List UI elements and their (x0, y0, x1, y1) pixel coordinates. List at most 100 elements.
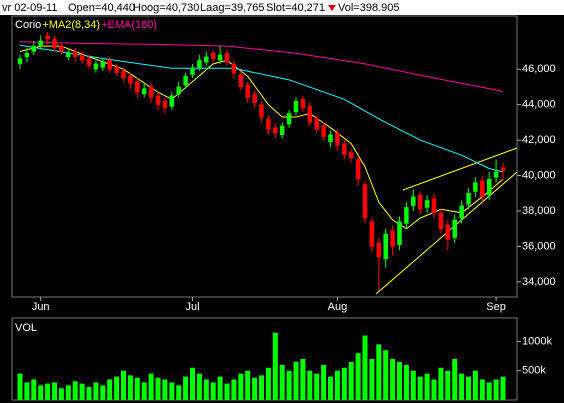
volume-bar (121, 370, 126, 400)
candle-body (252, 93, 257, 104)
x-tick-label: Jul (185, 301, 199, 313)
volume-bar (369, 359, 375, 400)
volume-bar (252, 377, 258, 400)
candle-body (79, 54, 85, 61)
candle-body (66, 52, 71, 58)
volume-bar (155, 377, 161, 400)
volume-bar (334, 370, 340, 400)
candle-body (321, 125, 326, 137)
candle-body (397, 221, 402, 245)
header-high: Hoog=40,730 (133, 2, 199, 14)
volume-bar (245, 370, 251, 400)
candle-body (286, 113, 292, 125)
candle-body (204, 56, 209, 63)
volume-bar (286, 370, 292, 400)
volume-bar (17, 373, 23, 400)
candle-body (486, 178, 492, 196)
y-tick-label: 1000k (522, 335, 552, 347)
candle-body (72, 51, 78, 58)
candle-body (128, 76, 133, 84)
candle-body (404, 207, 409, 224)
legend-entry: +EMA(180) (101, 19, 157, 31)
candle-body (493, 171, 499, 178)
volume-bar (279, 364, 285, 400)
volume-bar (417, 376, 423, 400)
volume-bar (265, 367, 271, 400)
volume-bar (390, 359, 396, 400)
candle-body (135, 81, 140, 93)
volume-bar (196, 373, 202, 400)
trendline (402, 147, 518, 191)
volume-bar (224, 383, 230, 400)
candle-body (431, 198, 437, 214)
volume-bar (355, 353, 361, 400)
x-tick-label: Aug (328, 301, 348, 313)
volume-bar (376, 344, 382, 400)
candle-body (24, 52, 30, 58)
candle-body (45, 35, 50, 40)
volume-panel (11, 317, 518, 401)
candle-body (328, 134, 333, 143)
candle-body (141, 88, 147, 95)
volume-bar (169, 382, 175, 400)
volume-bar (190, 367, 195, 400)
candle-body (307, 106, 313, 123)
candle-body (342, 143, 347, 155)
x-tick-label: Sep (486, 301, 506, 313)
header-bar (0, 0, 564, 15)
volume-bar (459, 373, 465, 400)
volume-bar (72, 381, 78, 400)
indicator-line (19, 41, 504, 92)
candle-body (245, 84, 250, 98)
candle-body (369, 221, 375, 247)
volume-bar (424, 373, 430, 400)
candle-body (259, 104, 264, 118)
candle-body (224, 52, 230, 63)
volume-bar (38, 385, 44, 400)
candle-body (452, 219, 457, 238)
volume-bar (52, 382, 57, 400)
volume-bar (86, 387, 92, 400)
candle-body (107, 60, 112, 70)
volume-bar (107, 379, 113, 400)
candle-body (500, 167, 506, 172)
volume-bar (348, 361, 354, 400)
volume-bar (272, 332, 278, 400)
volume-bar (493, 379, 499, 400)
volume-bar (65, 385, 71, 400)
volume-bar (397, 361, 402, 400)
volume-bar (24, 382, 30, 400)
candle-body (93, 63, 99, 70)
y-tick-label: 44,000 (522, 99, 556, 111)
volume-bar (321, 364, 327, 400)
candle-body (176, 86, 181, 95)
candle-body (197, 60, 202, 68)
volume-bar (341, 367, 347, 400)
volume-bar (445, 370, 451, 400)
candle-body (52, 38, 57, 49)
volume-bar (217, 376, 223, 400)
down-arrow (328, 5, 336, 11)
volume-bar (300, 359, 306, 400)
volume-bar (93, 382, 99, 400)
candle-body (38, 40, 43, 47)
y-tick-label: 46,000 (522, 63, 556, 75)
x-tick-label: Jun (32, 301, 50, 313)
candle-body (300, 99, 306, 109)
candle-body (114, 67, 119, 73)
candle-body (314, 118, 319, 130)
volume-bar (231, 379, 237, 400)
legend-entry: Corio (15, 19, 41, 31)
candle-body (438, 212, 444, 229)
header-low: Laag=39,765 (200, 2, 265, 14)
volume-bar (31, 379, 37, 400)
candle-body (480, 180, 485, 198)
candle-body (279, 125, 285, 136)
volume-bar (100, 385, 106, 400)
volume-bar (134, 377, 140, 400)
volume-bar (500, 376, 506, 400)
candle-body (417, 194, 423, 210)
y-tick-label: 38,000 (522, 205, 556, 217)
volume-bar (58, 388, 64, 400)
